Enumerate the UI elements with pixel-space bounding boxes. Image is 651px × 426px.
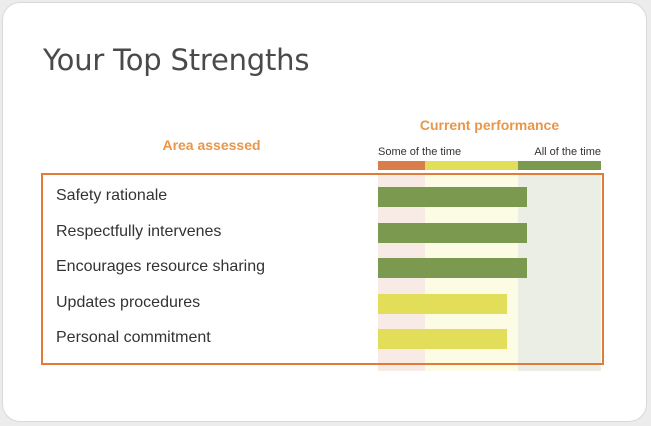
current-performance-header: Current performance: [419, 117, 560, 133]
bar: [378, 329, 508, 350]
zone-band-2: [518, 175, 601, 371]
bar: [378, 187, 528, 207]
scale-zone-1: [424, 161, 519, 170]
scale-label-all-of-the-time: All of the time: [534, 146, 601, 158]
scale-zone-0: [378, 161, 425, 170]
bar: [378, 258, 528, 279]
area-assessed-header: Area assessed: [162, 137, 261, 153]
scale-zone-2: [518, 161, 601, 170]
bar: [378, 222, 528, 243]
top-strengths-highlight-frame: [41, 173, 604, 365]
page-title: Your Top Strengths: [43, 43, 310, 77]
scale-label-some-of-the-time: Some of the time: [378, 146, 462, 158]
category-label: Updates procedures: [56, 293, 201, 311]
category-label: Safety rationale: [56, 187, 168, 204]
bar: [378, 293, 508, 314]
category-label: Encourages resource sharing: [56, 258, 266, 276]
category-label: Respectfully intervenes: [56, 222, 222, 240]
category-label: Personal commitment: [56, 329, 211, 347]
